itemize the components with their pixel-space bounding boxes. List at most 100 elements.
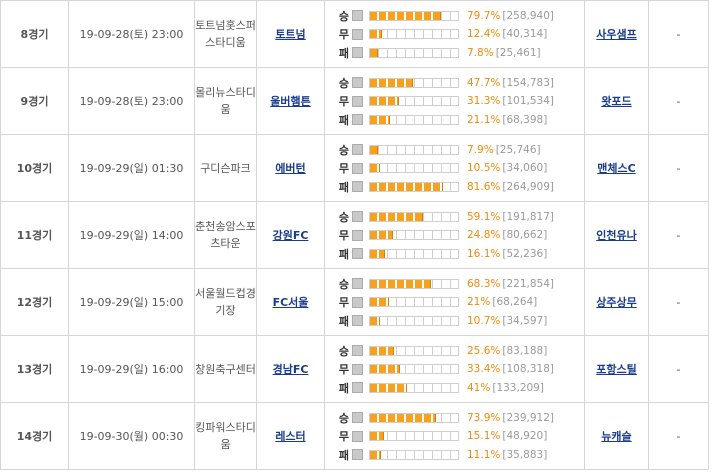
vote-lose-row: 패 41% [133,209]: [325, 378, 584, 397]
vote-win-checkbox[interactable]: [352, 345, 363, 356]
vote-lose-percent: 81.6%: [467, 180, 501, 193]
vote-win-checkbox[interactable]: [352, 77, 363, 88]
vote-win-label: 승: [338, 210, 349, 224]
away-team-link[interactable]: 뉴캐슬: [601, 430, 632, 443]
vote-win-checkbox[interactable]: [352, 278, 363, 289]
vote-draw-checkbox[interactable]: [352, 363, 363, 375]
match-datetime: 19-09-28(토) 23:00: [68, 0, 195, 68]
vote-win-bar-fill: [370, 145, 378, 154]
vote-lose-bar: [369, 181, 459, 192]
vote-win-checkbox[interactable]: [352, 412, 363, 423]
vote-draw-checkbox[interactable]: [352, 229, 363, 241]
away-team-link[interactable]: 상주상무: [596, 296, 637, 309]
away-team-link[interactable]: 왓포드: [601, 95, 632, 108]
vote-draw-row: 무 10.5% [34,060]: [325, 159, 584, 178]
vote-draw-checkbox[interactable]: [352, 430, 363, 442]
table-row: 9경기 19-09-28(토) 23:00 몰리뉴스타디움 울버햄튼 승 47.…: [0, 67, 709, 135]
vote-win-percent: 25.6%: [467, 344, 501, 357]
vote-lose-label: 패: [338, 113, 349, 127]
vote-win-checkbox[interactable]: [352, 10, 363, 21]
home-team-link[interactable]: 토트넘: [275, 28, 306, 41]
vote-draw-percent: 10.5%: [467, 162, 501, 174]
home-team-cell: 울버햄튼: [256, 67, 325, 135]
vote-win-row: 승 73.9% [239,912]: [325, 408, 584, 427]
table-row: 8경기 19-09-28(토) 23:00 토트넘홋스퍼스타디움 토트넘 승 7…: [0, 0, 709, 68]
table-row: 10경기 19-09-29(일) 01:30 구디슨파크 에버턴 승 7.9% …: [0, 134, 709, 202]
vote-win-bar: [369, 345, 459, 356]
vote-lose-row: 패 7.8% [25,461]: [325, 43, 584, 62]
away-team-link[interactable]: 맨체스C: [597, 162, 636, 175]
vote-lose-checkbox[interactable]: [352, 47, 363, 58]
table-row: 11경기 19-09-29(일) 14:00 춘천송암스포츠타운 강원FC 승 …: [0, 201, 709, 269]
match-datetime: 19-09-30(월) 00:30: [68, 402, 195, 470]
vote-win-bar: [369, 77, 459, 88]
vote-draw-checkbox[interactable]: [352, 28, 363, 40]
vote-lose-count: [133,209]: [492, 381, 544, 394]
vote-draw-percent: 15.1%: [467, 430, 501, 442]
vote-cell: 승 79.7% [258,940] 무 12.4% [40,314] 패 7.8…: [324, 0, 585, 68]
vote-win-row: 승 68.3% [221,854]: [325, 274, 584, 293]
vote-draw-label: 무: [338, 363, 349, 376]
vote-draw-bar: [369, 29, 459, 39]
vote-lose-percent: 11.1%: [467, 448, 501, 461]
vote-win-bar-fill: [370, 78, 413, 87]
vote-draw-checkbox[interactable]: [352, 162, 363, 174]
vote-draw-checkbox[interactable]: [352, 296, 363, 308]
vote-cell: 승 68.3% [221,854] 무 21% [68,264] 패 10.7%…: [324, 268, 585, 336]
match-datetime: 19-09-29(일) 16:00: [68, 335, 195, 403]
vote-win-checkbox[interactable]: [352, 144, 363, 155]
vote-draw-count: [80,662]: [502, 229, 548, 241]
match-stadium: 구디슨파크: [194, 134, 257, 202]
vote-win-label: 승: [338, 76, 349, 90]
vote-lose-bar-fill: [370, 383, 408, 392]
vote-win-row: 승 79.7% [258,940]: [325, 6, 584, 25]
match-round: 10경기: [0, 134, 69, 202]
home-team-link[interactable]: FC서울: [272, 296, 309, 309]
vote-lose-checkbox[interactable]: [352, 181, 363, 192]
vote-draw-count: [48,920]: [502, 430, 548, 442]
vote-draw-bar-fill: [370, 97, 399, 105]
match-round: 12경기: [0, 268, 69, 336]
vote-win-bar-fill: [370, 346, 394, 355]
match-round: 13경기: [0, 335, 69, 403]
vote-lose-percent: 41%: [467, 381, 491, 394]
away-team-cell: 맨체스C: [584, 134, 649, 202]
home-team-link[interactable]: 에버턴: [275, 162, 306, 175]
home-team-link[interactable]: 강원FC: [272, 229, 309, 242]
home-team-cell: 토트넘: [256, 0, 325, 68]
vote-draw-bar: [369, 230, 459, 240]
vote-lose-percent: 21.1%: [467, 113, 501, 126]
match-note: -: [648, 0, 709, 68]
match-datetime: 19-09-29(일) 14:00: [68, 201, 195, 269]
vote-draw-row: 무 21% [68,264]: [325, 293, 584, 312]
vote-lose-bar: [369, 114, 459, 125]
vote-draw-bar-fill: [370, 164, 381, 172]
match-datetime: 19-09-29(일) 15:00: [68, 268, 195, 336]
vote-lose-bar: [369, 449, 459, 460]
vote-draw-checkbox[interactable]: [352, 95, 363, 107]
vote-lose-label: 패: [338, 314, 349, 328]
vote-lose-checkbox[interactable]: [352, 248, 363, 259]
vote-lose-checkbox[interactable]: [352, 315, 363, 326]
home-team-link[interactable]: 레스터: [275, 430, 306, 443]
vote-lose-checkbox[interactable]: [352, 382, 363, 393]
vote-draw-percent: 31.3%: [467, 95, 501, 107]
match-round: 8경기: [0, 0, 69, 68]
home-team-link[interactable]: 경남FC: [272, 363, 309, 376]
vote-win-percent: 68.3%: [467, 277, 501, 290]
vote-lose-label: 패: [338, 247, 349, 261]
vote-lose-checkbox[interactable]: [352, 114, 363, 125]
vote-draw-bar-fill: [370, 30, 382, 38]
away-team-link[interactable]: 포항스틸: [596, 363, 637, 376]
away-team-link[interactable]: 인천유나: [596, 229, 637, 242]
match-round: 9경기: [0, 67, 69, 135]
vote-lose-checkbox[interactable]: [352, 449, 363, 460]
vote-win-row: 승 59.1% [191,817]: [325, 207, 584, 226]
home-team-link[interactable]: 울버햄튼: [270, 95, 311, 108]
away-team-link[interactable]: 사우샘프: [596, 28, 637, 41]
vote-win-checkbox[interactable]: [352, 211, 363, 222]
table-row: 12경기 19-09-29(일) 15:00 서울월드컵경기장 FC서울 승 6…: [0, 268, 709, 336]
vote-win-percent: 7.9%: [467, 143, 494, 156]
match-note: -: [648, 67, 709, 135]
vote-win-count: [154,783]: [502, 76, 554, 89]
